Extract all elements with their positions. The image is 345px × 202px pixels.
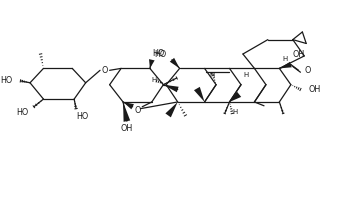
Text: H: H: [233, 108, 238, 115]
Text: OH: OH: [308, 85, 321, 94]
Text: H: H: [282, 56, 287, 62]
Text: HO: HO: [16, 108, 28, 117]
Polygon shape: [194, 87, 205, 102]
Text: O: O: [134, 106, 141, 115]
Text: OH: OH: [121, 124, 133, 133]
Text: O: O: [102, 66, 108, 75]
Text: H: H: [209, 72, 214, 78]
Text: O: O: [304, 66, 310, 75]
Text: H: H: [243, 72, 248, 78]
Polygon shape: [163, 85, 179, 92]
Text: OH: OH: [293, 50, 305, 59]
Polygon shape: [279, 62, 292, 68]
Polygon shape: [123, 102, 130, 122]
Polygon shape: [149, 59, 155, 68]
Polygon shape: [165, 102, 178, 117]
Text: HO: HO: [1, 76, 13, 85]
Text: HO: HO: [154, 50, 166, 59]
Polygon shape: [123, 102, 134, 109]
Polygon shape: [170, 58, 180, 68]
Text: HO: HO: [152, 48, 164, 58]
Polygon shape: [229, 92, 241, 102]
Text: H: H: [151, 77, 157, 83]
Text: HO: HO: [76, 112, 88, 121]
